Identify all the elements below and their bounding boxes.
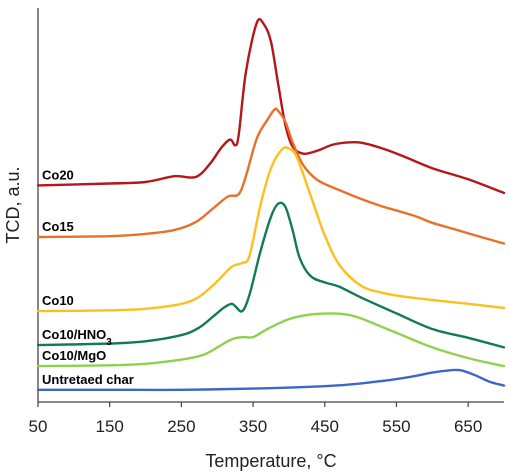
series-label: Co20: [42, 167, 74, 182]
series-label: Co10/MgO: [42, 348, 106, 363]
series-line-co15: [36, 107, 506, 245]
x-tick-label: 250: [167, 417, 195, 436]
y-axis-title: TCD, a.u.: [3, 166, 23, 243]
series-curves: [36, 17, 506, 392]
x-tick-label: 550: [382, 417, 410, 436]
x-axis-title: Temperature, °C: [205, 451, 336, 471]
series-line-co10-mgo: [36, 312, 506, 368]
x-tick-label: 50: [29, 417, 48, 436]
series-line-co10: [36, 146, 506, 313]
series-line-untretaed-char: [36, 368, 506, 392]
x-ticks: 50 150 250 350 450 550 650: [29, 402, 482, 436]
x-tick-label: 150: [96, 417, 124, 436]
series-label: Co15: [42, 219, 74, 234]
series-label: Co10: [42, 293, 74, 308]
series-line-co10-hno3: [36, 201, 506, 349]
x-tick-label: 450: [311, 417, 339, 436]
x-tick-label: 650: [454, 417, 482, 436]
series-label: Untretaed char: [42, 372, 134, 387]
x-tick-label: 350: [239, 417, 267, 436]
series-line-co20: [36, 17, 506, 195]
